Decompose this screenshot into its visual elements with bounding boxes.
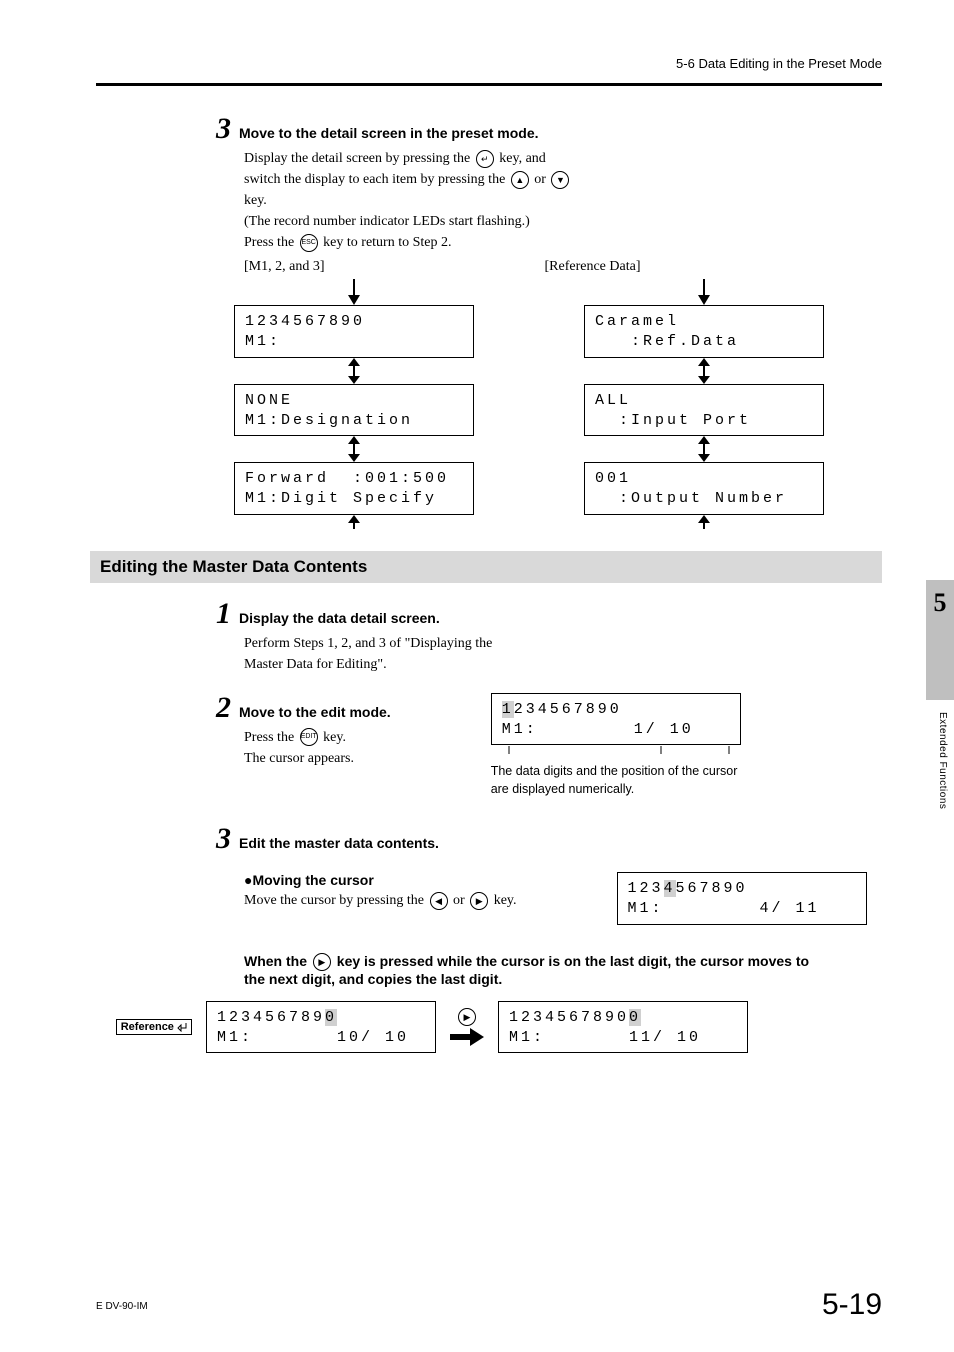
left-key-icon: ◀ xyxy=(430,892,448,910)
step-number: 3 xyxy=(216,114,231,144)
lcd-display: 1234567890 M1: 10/ 10 xyxy=(206,1001,436,1054)
step-body: Display the detail screen by pressing th… xyxy=(244,148,584,253)
right-key-icon: ▶ xyxy=(313,953,331,971)
text: key to return to Step 2. xyxy=(320,235,452,250)
lcd-line: Caramel xyxy=(595,313,679,330)
step-title: Move to the edit mode. xyxy=(239,704,391,720)
lcd-line: Forward :001:500 xyxy=(245,470,449,487)
step-body: Perform Steps 1, 2, and 3 of "Displaying… xyxy=(244,633,534,675)
step-3-display: 3 Move to the detail screen in the prese… xyxy=(216,114,882,144)
lcd-line: M1: 1/ 10 xyxy=(502,721,694,738)
lcd-display: ALL :Input Port xyxy=(584,384,824,437)
enter-key-icon: ↵ xyxy=(476,150,494,168)
lcd-display: 1234567890 M1: 1/ 10 xyxy=(491,693,741,746)
down-key-icon: ▼ xyxy=(551,171,569,189)
column-label-right: [Reference Data] xyxy=(545,259,641,275)
text: The cursor appears. xyxy=(244,748,391,769)
text: (The record number indicator LEDs start … xyxy=(244,211,584,232)
lcd-line: NONE xyxy=(245,392,293,409)
lcd-line: :Output Number xyxy=(595,490,787,507)
text: Press the xyxy=(244,730,298,745)
right-key-icon: ▶ xyxy=(470,892,488,910)
page-number: 5-19 xyxy=(822,1288,882,1322)
step-body: Press the EDIT key. The cursor appears. xyxy=(244,727,391,769)
reference-label: Reference xyxy=(116,1019,192,1035)
lcd-line: M1: 10/ 10 xyxy=(217,1029,409,1046)
lcd-line: :Ref.Data xyxy=(595,333,739,350)
lcd-line: M1: 11/ 10 xyxy=(509,1029,701,1046)
lcd-display: 1234567890 M1: 4/ 11 xyxy=(617,872,867,925)
step-title: Edit the master data contents. xyxy=(239,835,439,851)
lcd-display: 12345678900 M1: 11/ 10 xyxy=(498,1001,748,1054)
cursor-indicator-ticks xyxy=(491,746,741,756)
text: key. xyxy=(490,893,516,908)
lcd-line: :Input Port xyxy=(595,412,751,429)
text: Move the cursor by pressing the xyxy=(244,893,428,908)
step-3-edit: 3 Edit the master data contents. xyxy=(216,824,882,854)
tip-text: When the ▶ key is pressed while the curs… xyxy=(244,953,814,987)
step-title: Display the data detail screen. xyxy=(239,610,440,626)
lcd-stack-left: 1234567890 M1: NONE M1:Designation Forwa… xyxy=(234,279,474,529)
step-number: 1 xyxy=(216,599,231,629)
text: key. xyxy=(320,730,346,745)
lcd-display: 1234567890 M1: xyxy=(234,305,474,358)
step-1: 1 Display the data detail screen. xyxy=(216,599,882,629)
chapter-tab: 5 xyxy=(926,580,954,700)
lcd-display: Caramel :Ref.Data xyxy=(584,305,824,358)
step-title: Move to the detail screen in the preset … xyxy=(239,125,539,141)
text: or xyxy=(531,172,550,187)
lcd-display: NONE M1:Designation xyxy=(234,384,474,437)
arrow-down-icon xyxy=(234,279,474,305)
lcd-note: The data digits and the position of the … xyxy=(491,763,751,798)
arrow-updown-icon xyxy=(694,358,714,384)
chapter-label: Extended Functions xyxy=(937,712,948,809)
step-2: 2 Move to the edit mode. xyxy=(216,693,391,723)
right-key-icon: ▶ xyxy=(458,1008,476,1026)
lcd-line: ALL xyxy=(595,392,631,409)
lcd-line: M1:Designation xyxy=(245,412,413,429)
step-number: 3 xyxy=(216,824,231,854)
arrow-up-icon xyxy=(694,515,714,529)
text: Display the detail screen by pressing th… xyxy=(244,151,474,166)
text: key. xyxy=(244,193,267,208)
edit-key-icon: EDIT xyxy=(300,728,318,746)
lcd-line: M1:Digit Specify xyxy=(245,490,437,507)
lcd-line: 1234567890 xyxy=(245,313,365,330)
lcd-display: Forward :001:500 M1:Digit Specify xyxy=(234,462,474,515)
arrow-right-icon xyxy=(450,1028,484,1046)
sub-heading: ●Moving the cursor xyxy=(244,872,517,888)
section-heading: Editing the Master Data Contents xyxy=(90,551,882,583)
breadcrumb: 5-6 Data Editing in the Preset Mode xyxy=(96,56,882,71)
lcd-display: 001 :Output Number xyxy=(584,462,824,515)
step-number: 2 xyxy=(216,693,231,723)
up-key-icon: ▲ xyxy=(511,171,529,189)
footer-doc-id: E DV-90-IM xyxy=(96,1301,148,1312)
arrow-updown-icon xyxy=(344,436,364,462)
text: Press the xyxy=(244,235,298,250)
lcd-line: M1: 4/ 11 xyxy=(628,900,820,917)
lcd-line: M1: xyxy=(245,333,281,350)
text: or xyxy=(450,893,469,908)
arrow-up-icon xyxy=(344,515,364,529)
lcd-stack-right: Caramel :Ref.Data ALL :Input Port 001 :O… xyxy=(584,279,824,529)
arrow-updown-icon xyxy=(694,436,714,462)
column-label-left: [M1, 2, and 3] xyxy=(244,259,325,275)
lcd-line: 001 xyxy=(595,470,631,487)
chapter-number: 5 xyxy=(934,588,947,618)
arrow-updown-icon xyxy=(344,358,364,384)
esc-key-icon: ESC xyxy=(300,234,318,252)
reference-icon xyxy=(177,1022,187,1032)
header-rule xyxy=(96,83,882,86)
arrow-down-icon xyxy=(584,279,824,305)
text: When the xyxy=(244,953,311,969)
